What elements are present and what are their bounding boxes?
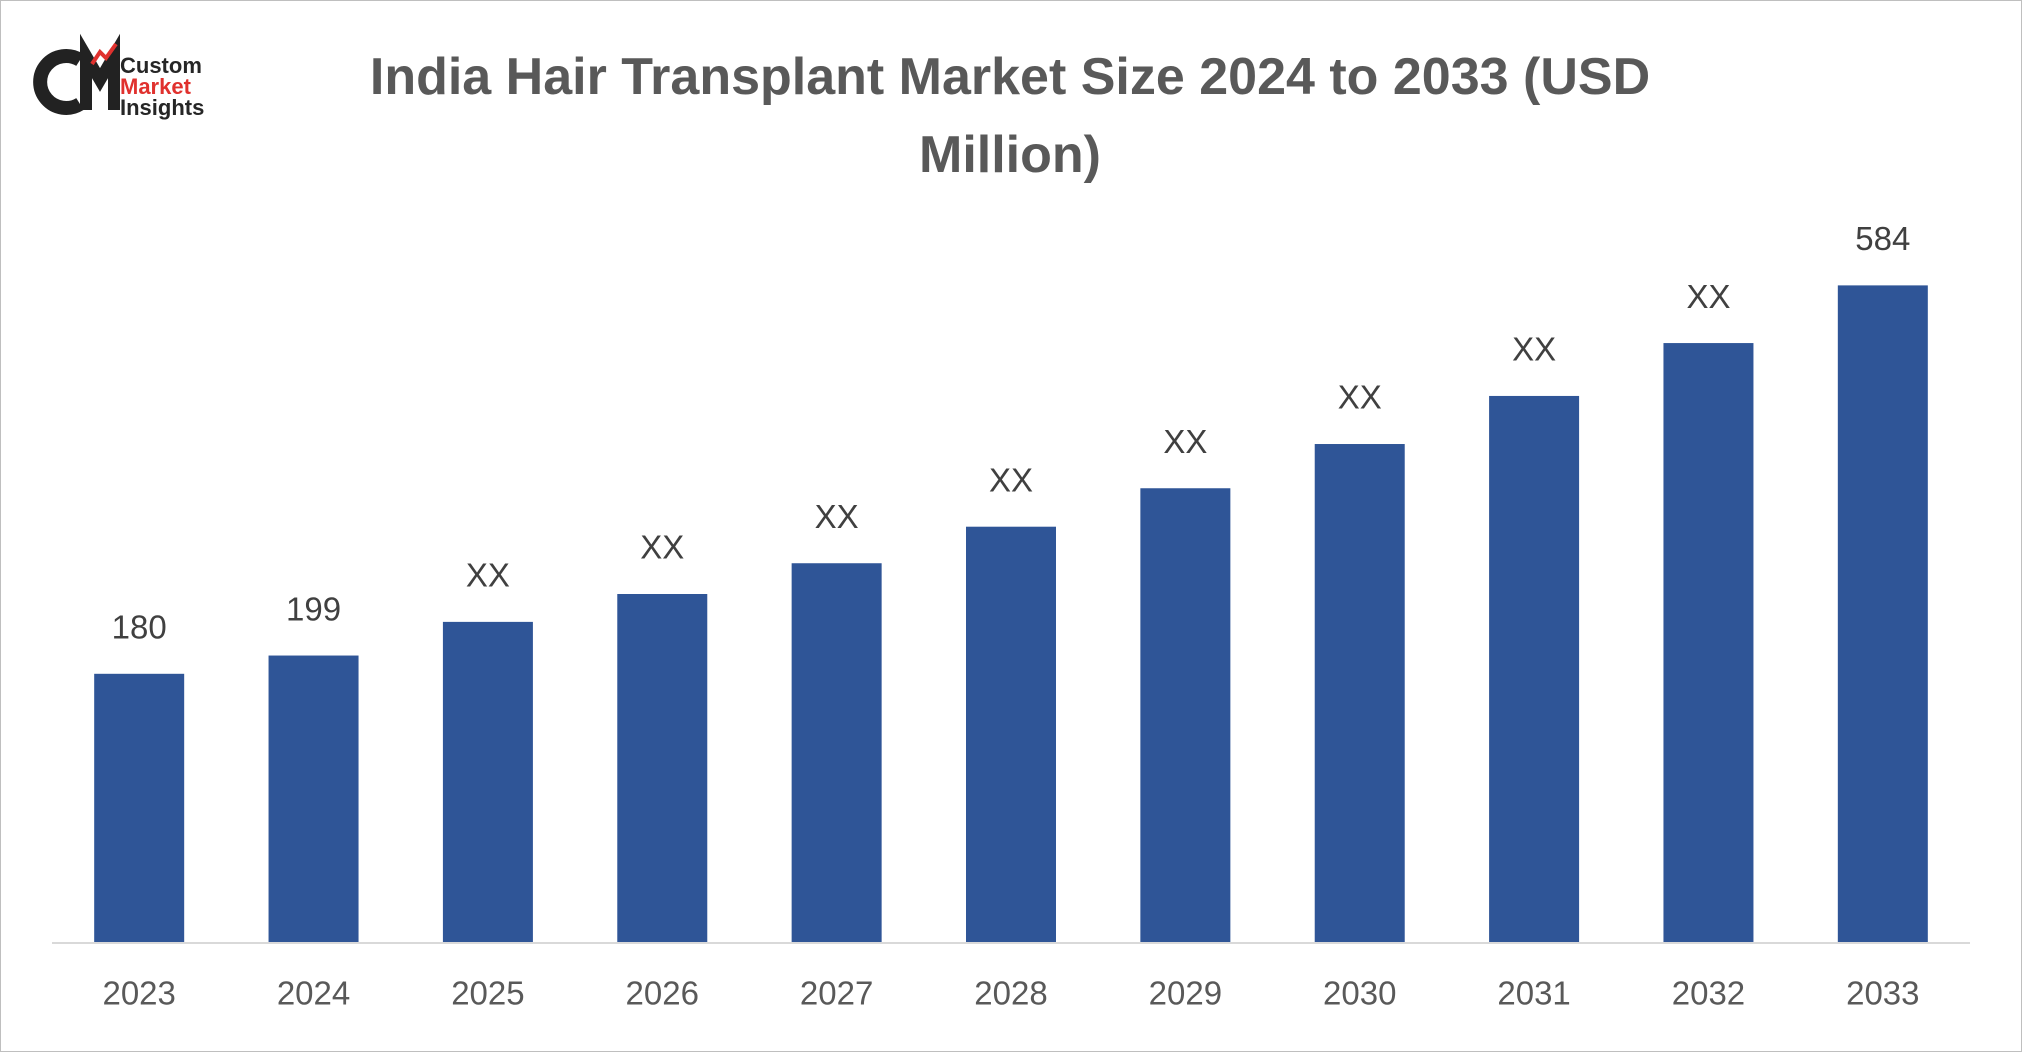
data-label: 199 — [286, 590, 341, 627]
bar — [1663, 343, 1754, 943]
logo-c — [33, 49, 84, 115]
logo-text: Market — [120, 74, 192, 99]
logo-arrow — [90, 42, 118, 66]
bar — [966, 526, 1056, 943]
bar — [1489, 395, 1580, 943]
data-label: XX — [1338, 379, 1382, 416]
data-label: XX — [640, 529, 684, 566]
data-label: XX — [1686, 278, 1730, 315]
data-label: XX — [815, 498, 859, 535]
logo-text: Custom — [120, 53, 202, 78]
x-tick-label: 2024 — [277, 975, 350, 1012]
x-tick-label: 2026 — [626, 975, 699, 1012]
data-label: XX — [466, 557, 510, 594]
x-tick-label: 2025 — [451, 975, 524, 1012]
bar — [1314, 444, 1405, 943]
x-tick-label: 2033 — [1846, 975, 1919, 1012]
bar — [94, 673, 185, 943]
x-tick-label: 2027 — [800, 975, 873, 1012]
bar — [791, 563, 882, 943]
bar — [268, 655, 359, 943]
x-tick-label: 2031 — [1497, 975, 1570, 1012]
data-label: XX — [1163, 423, 1207, 460]
logo-m — [80, 33, 120, 110]
x-tick-label: 2029 — [1149, 975, 1222, 1012]
x-tick-label: 2028 — [974, 975, 1047, 1012]
x-tick-label: 2032 — [1672, 975, 1745, 1012]
bar — [442, 621, 533, 943]
x-tick-label: 2030 — [1323, 975, 1396, 1012]
data-label: XX — [1512, 331, 1556, 368]
chart-title: India Hair Transplant Market Size 2024 t… — [369, 48, 1651, 184]
logo: Custom Market Insights — [33, 33, 204, 120]
logo-text: Insights — [120, 95, 204, 120]
x-tick-label: 2023 — [102, 975, 175, 1012]
data-label: XX — [989, 461, 1033, 498]
bar — [617, 594, 708, 943]
data-label: 584 — [1855, 220, 1910, 257]
bar — [1837, 285, 1928, 944]
bar — [1140, 488, 1231, 943]
data-label: 180 — [112, 609, 167, 646]
